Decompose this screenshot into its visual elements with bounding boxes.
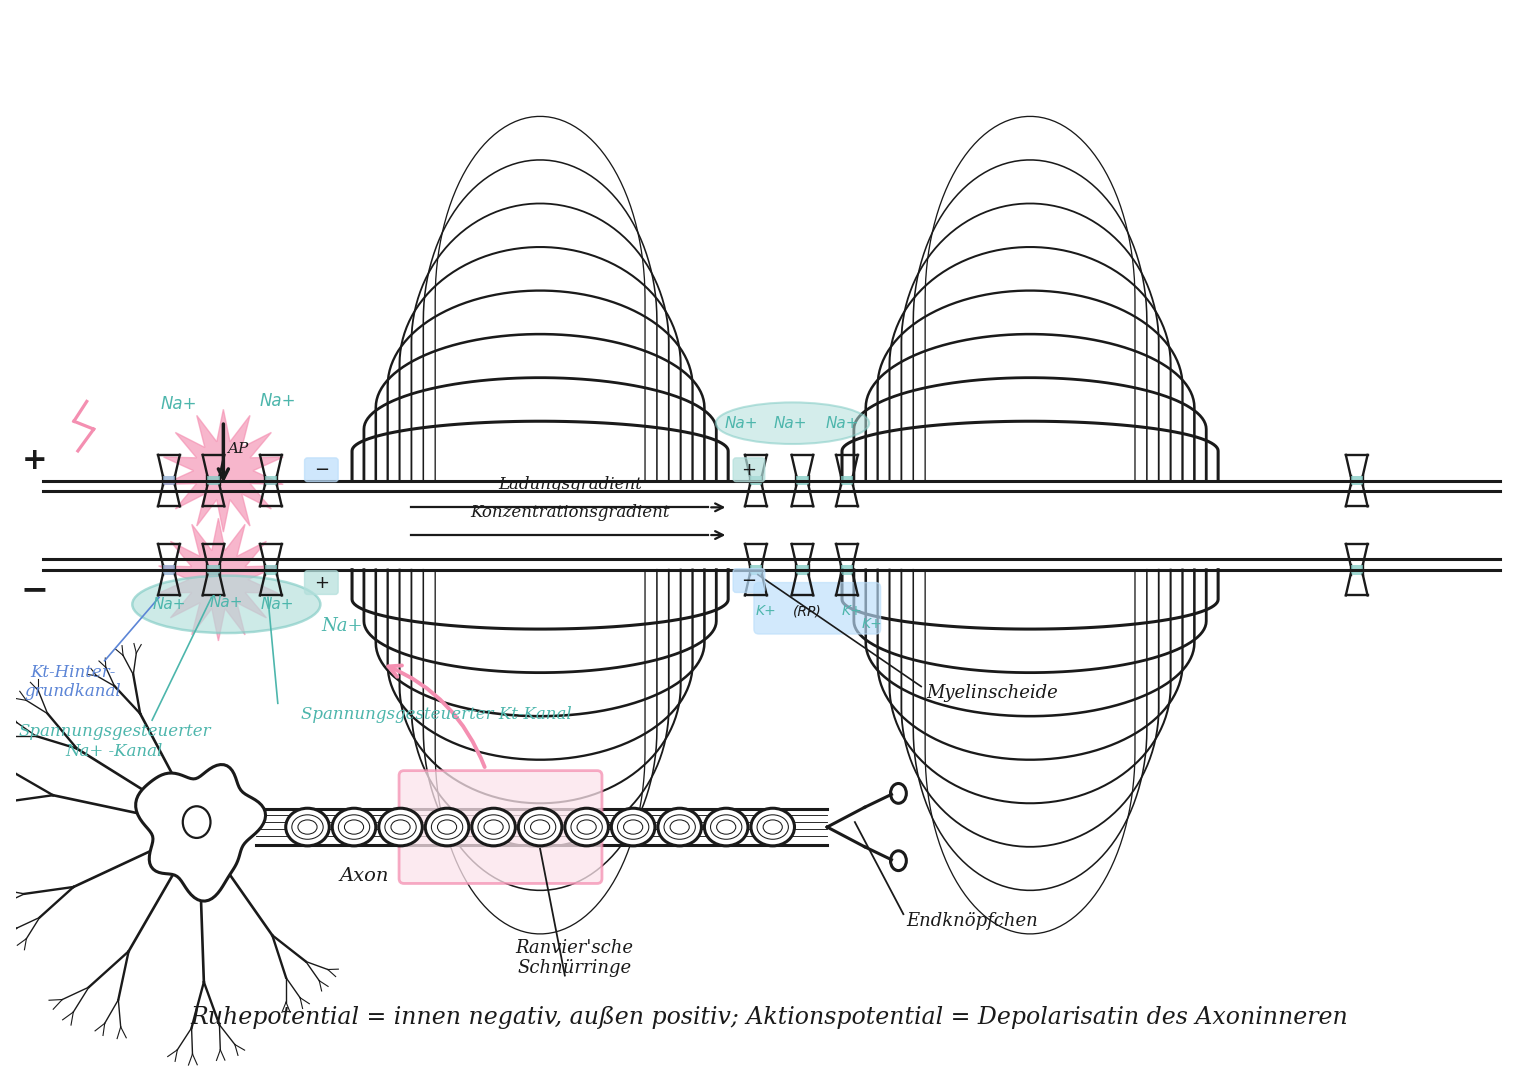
FancyBboxPatch shape: [734, 458, 764, 482]
Text: (RP): (RP): [793, 605, 822, 618]
Bar: [840, 475, 852, 486]
Ellipse shape: [705, 808, 747, 846]
Bar: [163, 565, 175, 575]
Bar: [265, 565, 277, 575]
Text: Kt-Hinter-
grundkanal: Kt-Hinter- grundkanal: [24, 664, 122, 700]
Text: K+: K+: [755, 605, 776, 618]
Bar: [840, 565, 852, 575]
Bar: [796, 565, 808, 575]
Ellipse shape: [472, 808, 516, 846]
Polygon shape: [163, 409, 283, 532]
Ellipse shape: [132, 576, 320, 633]
Bar: [750, 475, 763, 486]
Text: Na+: Na+: [773, 416, 807, 431]
Bar: [207, 475, 219, 486]
Ellipse shape: [565, 808, 609, 846]
Text: AP: AP: [228, 442, 248, 456]
Text: +: +: [314, 573, 329, 592]
Text: Na+: Na+: [210, 595, 244, 610]
Text: Na+: Na+: [152, 597, 186, 612]
Text: Myelinscheide: Myelinscheide: [925, 685, 1058, 702]
Text: Na+: Na+: [321, 617, 362, 635]
Text: Ranvier'sche
Schnürringe: Ranvier'sche Schnürringe: [516, 939, 633, 977]
Text: −: −: [20, 573, 49, 606]
Text: K+: K+: [861, 617, 883, 631]
Text: −: −: [314, 461, 329, 478]
Bar: [1350, 565, 1362, 575]
Text: Ruhepotential = innen negativ, außen positiv; Aktionspotential = Depolarisatin d: Ruhepotential = innen negativ, außen pos…: [190, 1005, 1347, 1028]
Text: Axon: Axon: [339, 866, 388, 885]
Polygon shape: [158, 518, 279, 640]
Text: Na+: Na+: [262, 597, 295, 612]
Text: Endknöpfchen: Endknöpfchen: [906, 913, 1038, 930]
Ellipse shape: [750, 808, 794, 846]
Ellipse shape: [612, 808, 654, 846]
Text: Na+: Na+: [724, 416, 758, 431]
Text: +: +: [21, 446, 47, 475]
Ellipse shape: [425, 808, 469, 846]
FancyBboxPatch shape: [753, 582, 881, 634]
FancyBboxPatch shape: [304, 570, 338, 594]
Text: Na+: Na+: [825, 416, 858, 431]
Bar: [750, 565, 763, 575]
Text: Na+: Na+: [161, 395, 196, 414]
Bar: [207, 565, 219, 575]
Polygon shape: [135, 765, 265, 901]
Text: +: +: [741, 461, 756, 478]
Ellipse shape: [286, 808, 329, 846]
Ellipse shape: [519, 808, 562, 846]
FancyBboxPatch shape: [399, 771, 603, 883]
FancyBboxPatch shape: [304, 458, 338, 482]
Ellipse shape: [658, 808, 702, 846]
Ellipse shape: [715, 403, 869, 444]
Bar: [796, 475, 808, 486]
Ellipse shape: [379, 808, 422, 846]
Ellipse shape: [332, 808, 376, 846]
Text: Spannungsgesteuerter Kt-Kanal: Spannungsgesteuerter Kt-Kanal: [300, 706, 571, 724]
Text: Spannungsgesteuerter
Na+ -Kanal: Spannungsgesteuerter Na+ -Kanal: [18, 724, 212, 759]
Text: Ladungsgradient: Ladungsgradient: [498, 476, 642, 494]
Text: Na+: Na+: [260, 392, 297, 410]
FancyBboxPatch shape: [734, 569, 764, 593]
Text: −: −: [741, 571, 756, 590]
Bar: [163, 475, 175, 486]
Bar: [1350, 475, 1362, 486]
Bar: [265, 475, 277, 486]
Text: Konzentrationsgradient: Konzentrationsgradient: [470, 504, 670, 522]
Text: K+: K+: [842, 605, 863, 618]
